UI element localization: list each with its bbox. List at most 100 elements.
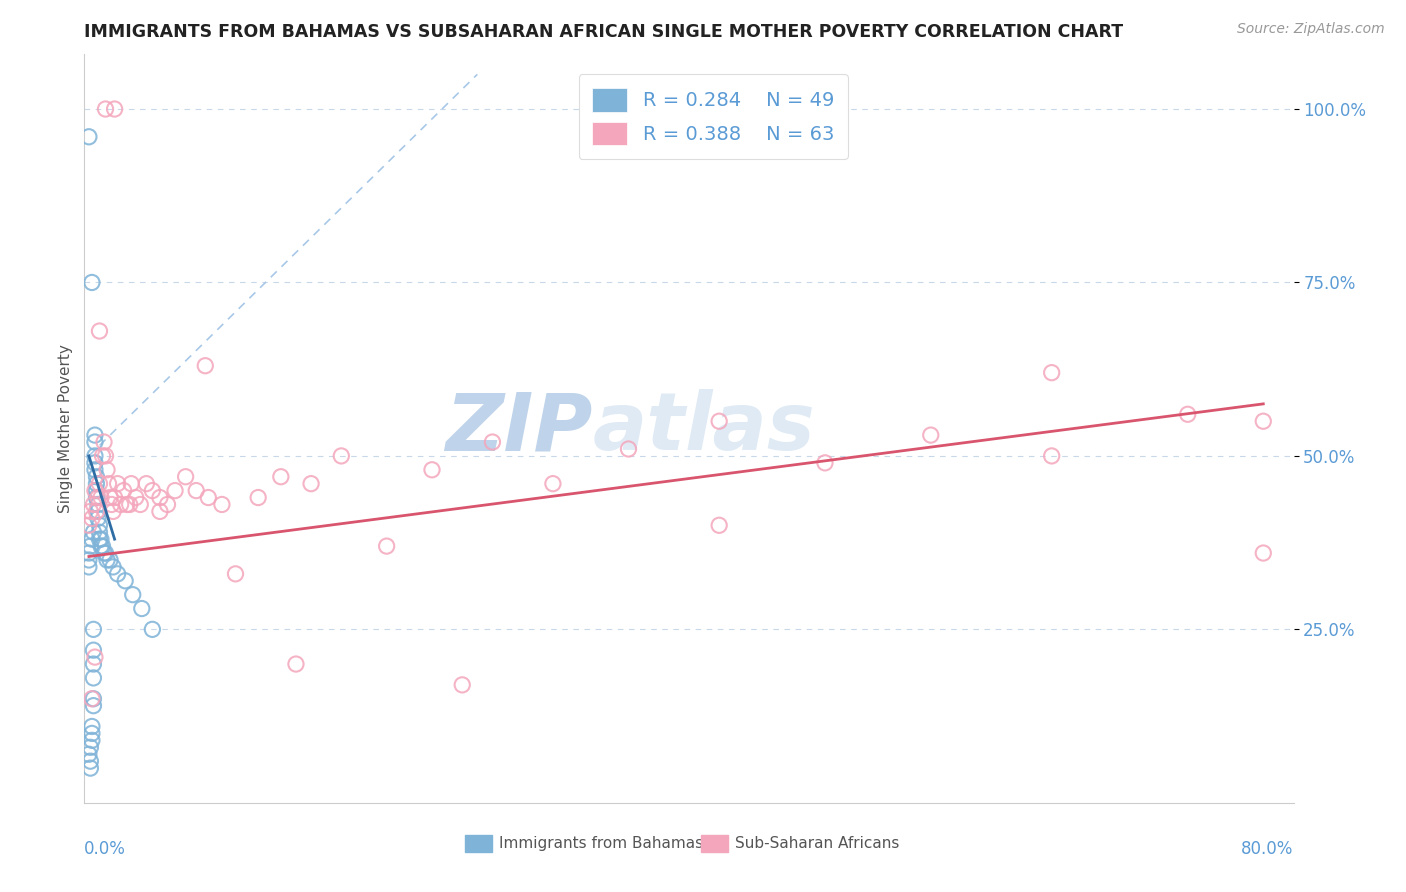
Point — [299, 476, 322, 491]
Point — [82, 657, 104, 671]
FancyBboxPatch shape — [702, 835, 728, 852]
Text: 0.0%: 0.0% — [84, 840, 127, 858]
Point — [79, 539, 101, 553]
Point — [84, 456, 107, 470]
Point — [1253, 546, 1275, 560]
Point — [86, 483, 108, 498]
Point — [82, 671, 104, 685]
Point — [93, 546, 115, 560]
Point — [80, 276, 103, 290]
Point — [98, 491, 121, 505]
Point — [1177, 407, 1199, 421]
Point — [920, 428, 942, 442]
Point — [79, 740, 101, 755]
Text: 80.0%: 80.0% — [1241, 840, 1294, 858]
Point — [77, 129, 100, 144]
Point — [141, 623, 163, 637]
Point — [98, 553, 121, 567]
Point — [86, 491, 108, 505]
Point — [84, 650, 107, 665]
Point — [79, 754, 101, 768]
FancyBboxPatch shape — [465, 835, 492, 852]
Point — [112, 483, 135, 498]
Point — [82, 525, 104, 540]
Point — [101, 560, 124, 574]
Point — [96, 553, 118, 567]
Point — [149, 491, 172, 505]
Point — [197, 491, 219, 505]
Point — [1040, 366, 1063, 380]
Point — [90, 532, 112, 546]
Point — [114, 574, 136, 588]
Point — [89, 324, 111, 338]
Point — [101, 504, 124, 518]
Point — [89, 525, 111, 540]
Point — [100, 498, 122, 512]
Point — [709, 518, 731, 533]
Point — [107, 566, 129, 581]
Point — [174, 469, 197, 483]
Point — [104, 491, 127, 505]
Point — [87, 491, 110, 505]
Text: Sub-Saharan Africans: Sub-Saharan Africans — [735, 836, 900, 851]
Point — [156, 498, 179, 512]
Point — [135, 476, 157, 491]
Point — [375, 539, 398, 553]
Point — [1253, 414, 1275, 428]
Point — [80, 511, 103, 525]
Point — [165, 483, 187, 498]
Point — [270, 469, 292, 483]
Point — [82, 698, 104, 713]
Point — [91, 539, 114, 553]
Point — [87, 511, 110, 525]
Point — [186, 483, 208, 498]
Point — [617, 442, 640, 456]
Point — [86, 476, 108, 491]
Point — [541, 476, 564, 491]
Point — [79, 504, 101, 518]
Point — [247, 491, 270, 505]
Point — [80, 719, 103, 733]
Legend: R = 0.284    N = 49, R = 0.388    N = 63: R = 0.284 N = 49, R = 0.388 N = 63 — [578, 74, 848, 159]
Point — [82, 691, 104, 706]
Point — [115, 498, 138, 512]
Point — [104, 102, 127, 116]
Text: ZIP: ZIP — [444, 389, 592, 467]
Point — [89, 518, 111, 533]
Point — [118, 498, 141, 512]
Point — [330, 449, 353, 463]
Point — [709, 414, 731, 428]
Point — [110, 498, 132, 512]
Point — [131, 601, 153, 615]
Point — [80, 726, 103, 740]
Point — [451, 678, 474, 692]
Point — [77, 747, 100, 762]
Point — [80, 532, 103, 546]
Point — [77, 553, 100, 567]
Point — [121, 588, 143, 602]
Point — [80, 691, 103, 706]
Point — [120, 476, 142, 491]
Point — [90, 491, 112, 505]
Text: atlas: atlas — [592, 389, 815, 467]
Point — [82, 643, 104, 657]
Point — [481, 435, 503, 450]
Point — [141, 483, 163, 498]
Point — [86, 469, 108, 483]
Y-axis label: Single Mother Poverty: Single Mother Poverty — [58, 343, 73, 513]
Point — [93, 435, 115, 450]
Point — [89, 476, 111, 491]
Point — [79, 761, 101, 775]
Point — [94, 546, 117, 560]
Point — [84, 435, 107, 450]
Point — [82, 498, 104, 512]
Point — [77, 518, 100, 533]
Point — [84, 463, 107, 477]
Point — [94, 102, 117, 116]
Point — [82, 623, 104, 637]
Point — [87, 498, 110, 512]
Point — [84, 428, 107, 442]
Point — [129, 498, 152, 512]
Point — [814, 456, 837, 470]
Point — [89, 532, 111, 546]
